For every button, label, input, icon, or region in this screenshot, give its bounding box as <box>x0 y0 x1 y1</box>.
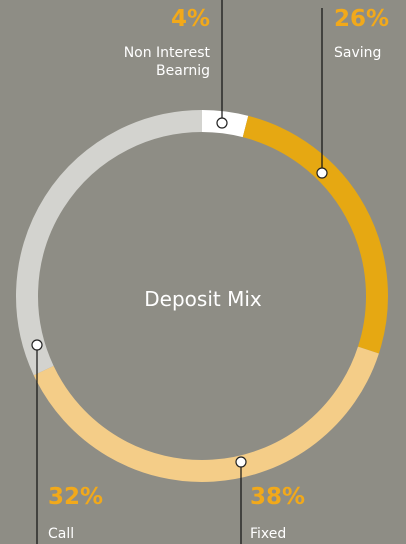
leader-dot <box>235 456 247 468</box>
percent-label: 4% <box>170 6 210 32</box>
percent-label: 26% <box>334 6 390 32</box>
percent-label: 32% <box>48 484 104 510</box>
category-label: Call <box>48 526 75 542</box>
donut-segment <box>242 115 388 354</box>
percent-label: 38% <box>250 484 306 510</box>
donut-segment <box>16 110 203 376</box>
category-label: Non Interest Bearnig <box>123 45 210 79</box>
donut-segment <box>33 346 379 482</box>
chart-title: Deposit Mix <box>144 287 262 311</box>
leader-dot <box>216 117 228 129</box>
leader-dot <box>316 167 328 179</box>
category-label: Saving <box>334 45 382 61</box>
leader-dot <box>31 339 43 351</box>
category-label: Fixed <box>250 526 287 542</box>
